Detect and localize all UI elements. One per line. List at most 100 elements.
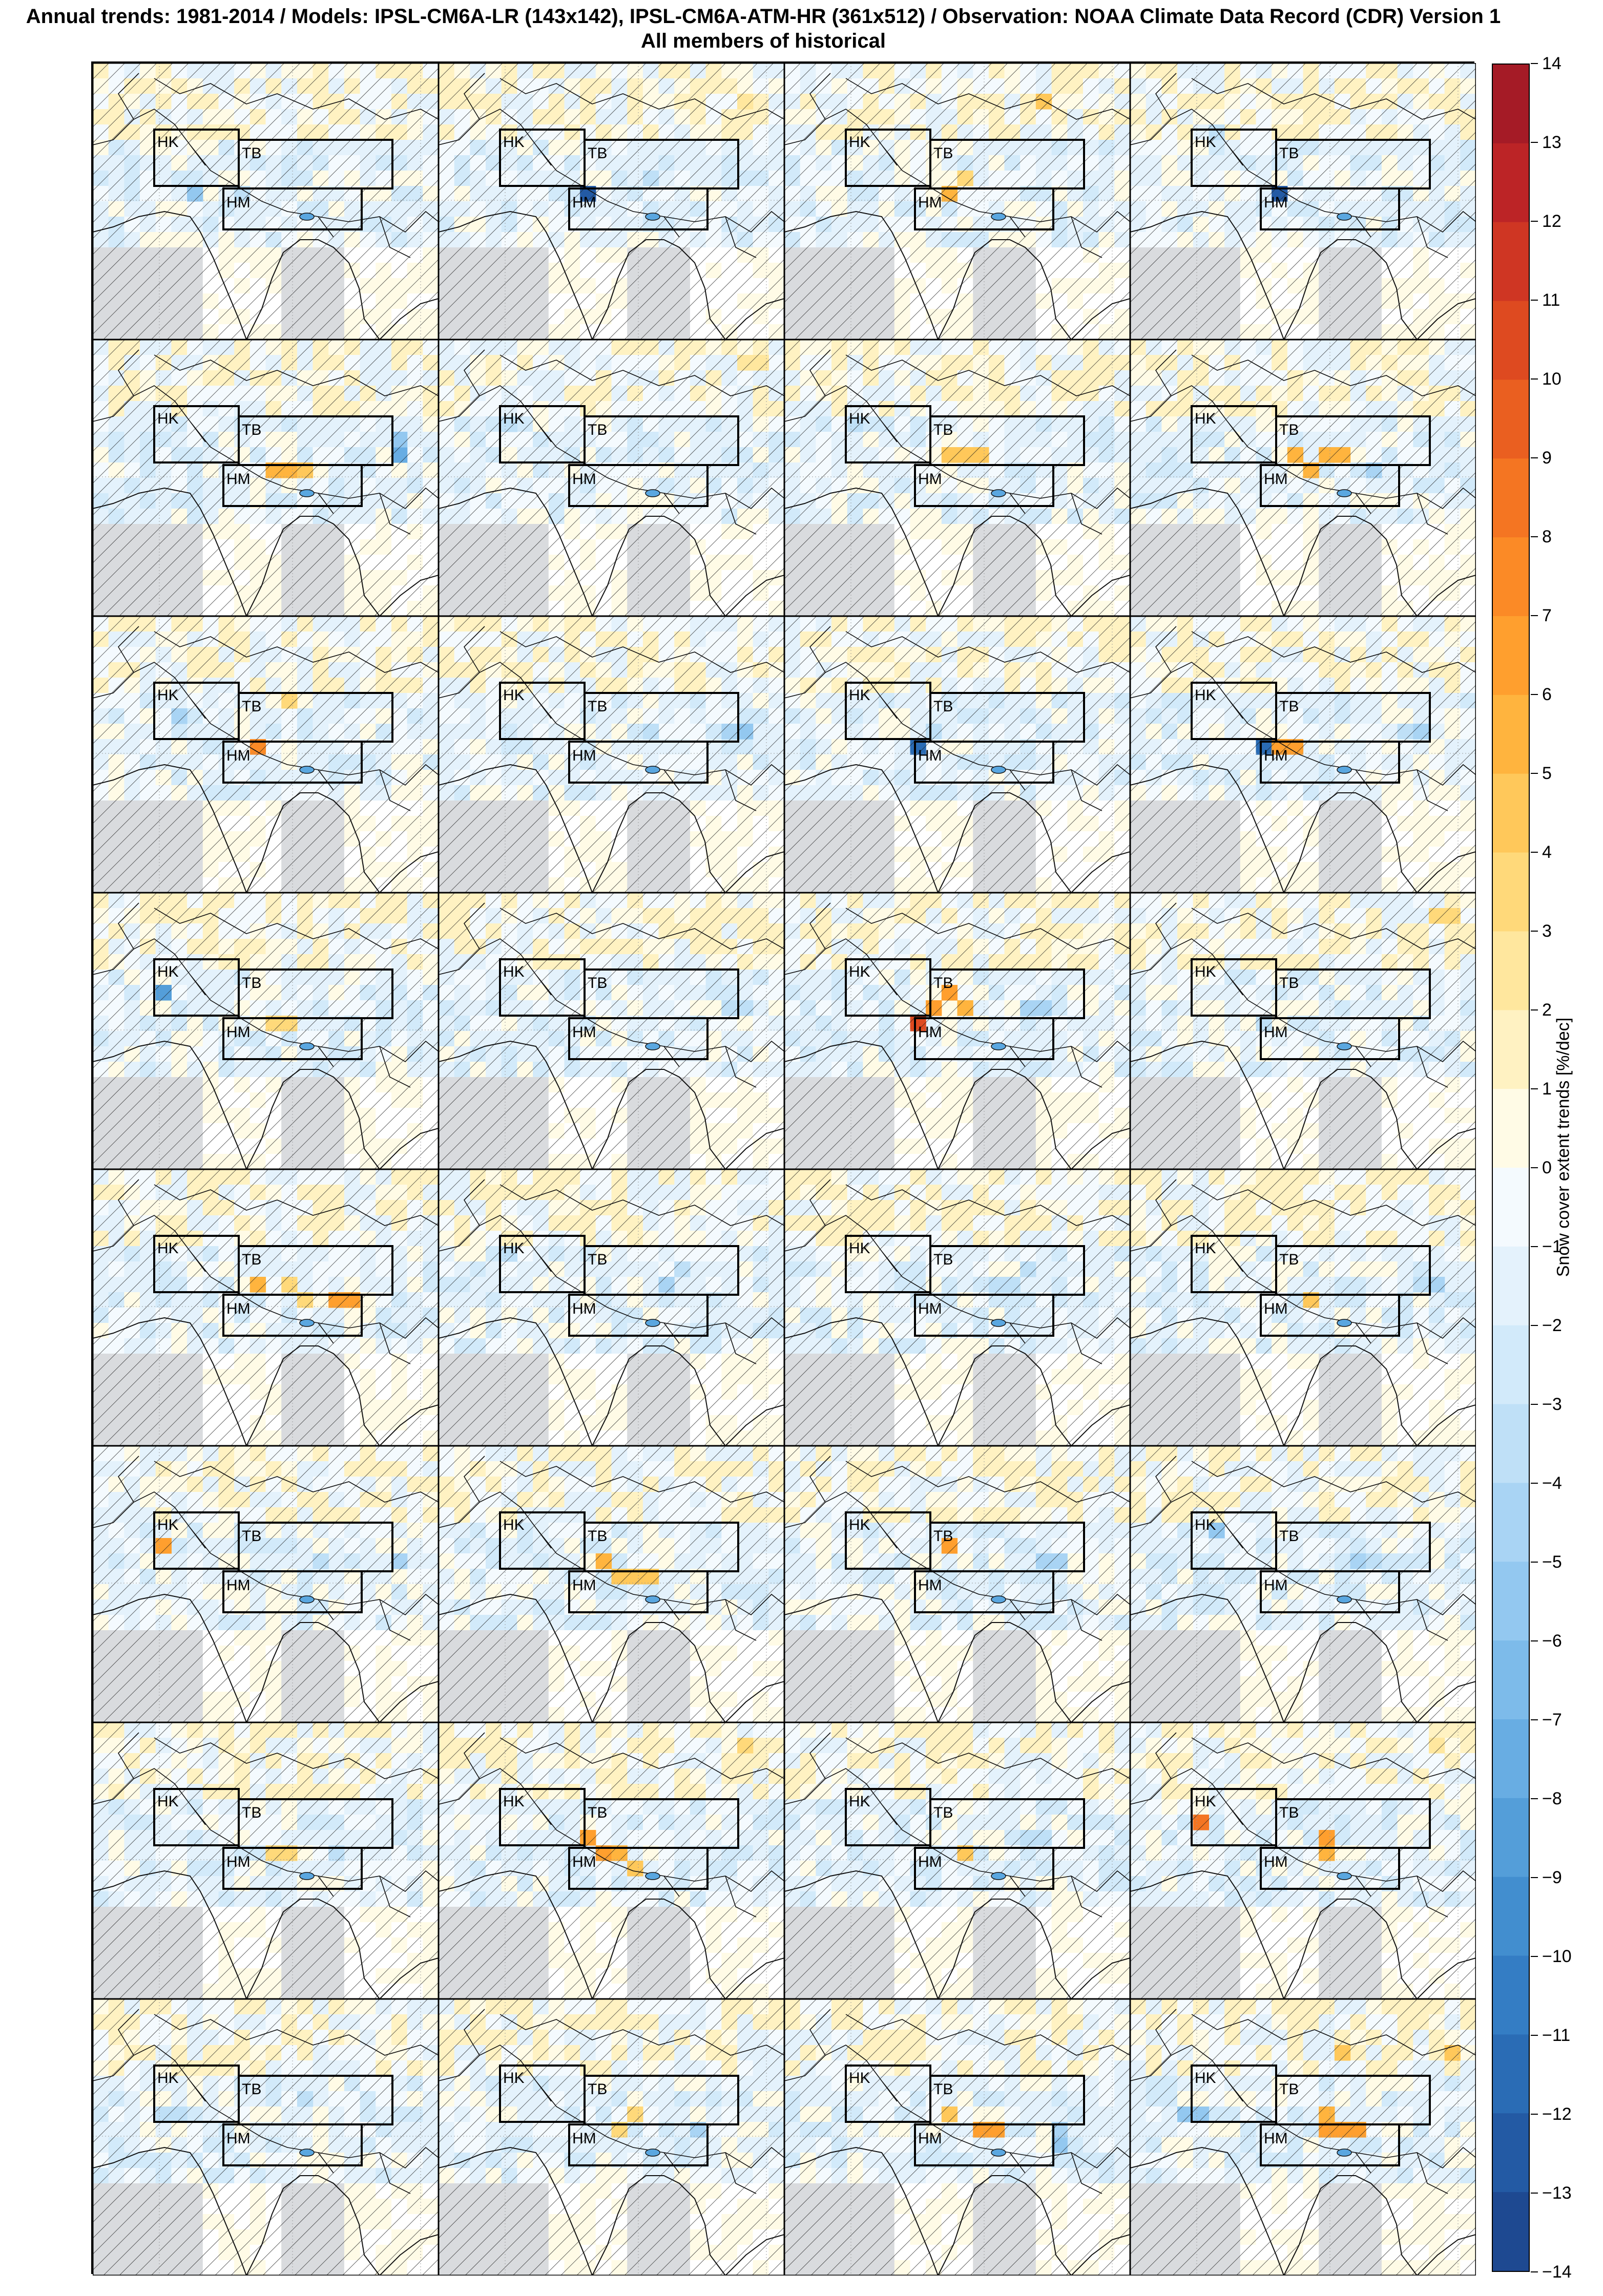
figure-title: Annual trends: 1981-2014 / Models: IPSL-…: [0, 4, 1527, 53]
tb-region-label: TB: [242, 145, 261, 162]
lake: [1337, 766, 1352, 774]
lake: [1337, 489, 1352, 497]
hm-region-box: [222, 187, 363, 230]
map-panel: HK TB HM: [93, 616, 439, 893]
hk-region-label: HK: [157, 687, 179, 704]
country-borders: [784, 626, 1130, 811]
hk-region-label: HK: [157, 134, 179, 151]
lake: [299, 213, 315, 221]
lake: [1337, 213, 1352, 221]
significance-hatching: [1130, 63, 1476, 340]
map-panel: HK TB HM: [1130, 340, 1476, 616]
map-panel: HK TB HM: [93, 340, 439, 616]
significance-hatching: [784, 616, 1130, 893]
hm-region-box: [1260, 464, 1400, 507]
hk-region-label: HK: [849, 687, 870, 704]
tb-region-label: TB: [933, 422, 953, 438]
lake: [991, 489, 1006, 497]
hm-region-label: HM: [918, 747, 942, 764]
tb-region-label: TB: [588, 422, 607, 438]
coastline: [1130, 210, 1476, 340]
country-borders: [784, 349, 1130, 535]
hm-region-box: [914, 741, 1054, 784]
map-panel: HK TB HM: [93, 63, 439, 340]
country-borders: [439, 73, 784, 258]
significance-hatching: [439, 616, 784, 893]
hm-region-label: HM: [1264, 747, 1288, 764]
lake: [645, 489, 660, 497]
hk-region-label: HK: [1195, 687, 1216, 704]
hk-region-label: HK: [503, 134, 525, 151]
significance-hatching: [1130, 340, 1476, 616]
tb-region-label: TB: [1279, 145, 1299, 162]
tb-region-label: TB: [1279, 422, 1299, 438]
country-borders: [93, 73, 439, 258]
coastline: [93, 764, 439, 893]
figure-title-line-2: All members of historical: [641, 30, 886, 52]
significance-hatching: [1130, 616, 1476, 893]
hm-region-box: [1260, 741, 1400, 784]
coastline: [439, 210, 784, 340]
coastline: [784, 764, 1130, 893]
significance-hatching: [93, 63, 439, 340]
significance-hatching: [93, 340, 439, 616]
tb-region-label: TB: [933, 145, 953, 162]
map-panel-svg: HK TB HM: [784, 340, 1130, 616]
map-panel-svg: HK TB HM: [784, 616, 1130, 893]
hm-region-label: HM: [918, 471, 942, 488]
map-panel: HK TB HM: [439, 616, 784, 893]
significance-hatching: [784, 63, 1130, 340]
significance-hatching: [439, 340, 784, 616]
hm-region-box: [1260, 187, 1400, 230]
significance-hatching: [439, 63, 784, 340]
lake: [645, 766, 660, 774]
hk-region-label: HK: [849, 410, 870, 427]
coastline: [1130, 487, 1476, 616]
coastline: [1130, 764, 1476, 893]
country-borders: [93, 626, 439, 811]
tb-region-label: TB: [1279, 698, 1299, 715]
hm-region-label: HM: [226, 194, 251, 211]
country-borders: [1130, 349, 1476, 535]
map-panel-grid: HK TB HM HK TB HM HK TB HM HK TB HM HK TB HM HK TB HM HK TB…: [91, 61, 1476, 2276]
hm-region-label: HM: [1264, 194, 1288, 211]
lake: [991, 766, 1006, 774]
lake: [299, 489, 315, 497]
hm-region-label: HM: [226, 747, 251, 764]
hm-region-box: [568, 187, 709, 230]
tb-region-label: TB: [242, 698, 261, 715]
coastline: [439, 487, 784, 616]
hk-region-label: HK: [849, 134, 870, 151]
significance-hatching: [93, 616, 439, 893]
hm-region-box: [914, 464, 1054, 507]
map-panel: HK TB HM: [1130, 63, 1476, 340]
tb-region-label: TB: [588, 145, 607, 162]
country-borders: [439, 349, 784, 535]
country-borders: [93, 349, 439, 535]
figure-title-line-1: Annual trends: 1981-2014 / Models: IPSL-…: [26, 5, 1501, 28]
hm-region-label: HM: [1264, 471, 1288, 488]
hm-region-label: HM: [226, 471, 251, 488]
map-panel: HK TB HM: [784, 63, 1130, 340]
coastline: [93, 210, 439, 340]
map-panel: HK TB HM: [784, 340, 1130, 616]
country-borders: [439, 626, 784, 811]
hk-region-label: HK: [503, 687, 525, 704]
hm-region-box: [914, 187, 1054, 230]
hm-region-box: [568, 741, 709, 784]
hk-region-label: HK: [157, 410, 179, 427]
map-panel-svg: HK TB HM: [1130, 616, 1476, 893]
significance-hatching: [784, 340, 1130, 616]
coastline: [784, 487, 1130, 616]
hk-region-label: HK: [503, 410, 525, 427]
map-panel: HK TB HM: [1130, 616, 1476, 893]
hm-region-box: [222, 464, 363, 507]
tb-region-label: TB: [933, 698, 953, 715]
